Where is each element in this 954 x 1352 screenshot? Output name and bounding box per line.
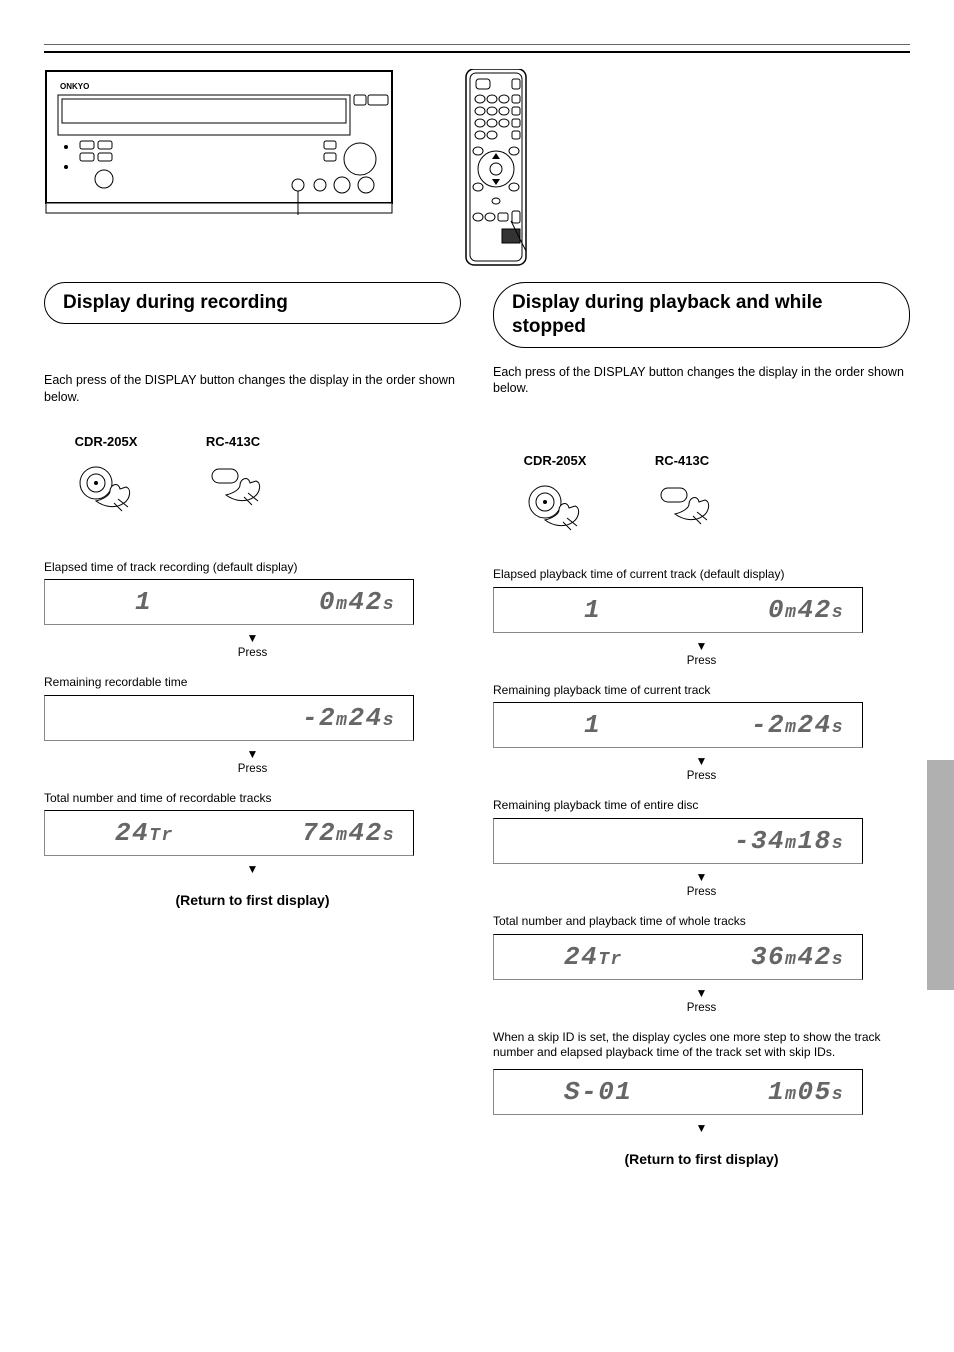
lcd-right-4-skip: S-01: [564, 1077, 632, 1107]
button-press-icon: [647, 478, 717, 538]
left-hands-row: CDR-205X RC-413C: [74, 434, 461, 524]
arrow-icon: ▼: [493, 754, 910, 768]
lcd-left-2-time: 72m42s: [302, 818, 395, 848]
arrow-icon: ▼: [493, 986, 910, 1000]
lcd-left-0-time: 0m42s: [319, 587, 395, 617]
press-label: Press: [44, 763, 461, 775]
arrow-icon: ▼: [44, 631, 461, 645]
button-press-icon: [198, 459, 268, 519]
lcd-right-3-tracks: 24Tr: [564, 942, 623, 972]
lcd-left-2: 24Tr 72m42s: [44, 810, 414, 856]
arrow-icon: ▼: [493, 870, 910, 884]
thick-rule: [44, 51, 910, 53]
right-disp-caption-1: Remaining playback time of current track: [493, 683, 910, 699]
lcd-left-2-tracks: 24Tr: [115, 818, 174, 848]
right-disp-caption-3: Total number and playback time of whole …: [493, 914, 910, 930]
right-disp-caption-0: Elapsed playback time of current track (…: [493, 567, 910, 583]
right-heading-pill: Display during playback and while stoppe…: [493, 282, 910, 348]
device-label: CDR-205X: [74, 434, 138, 449]
device-illustration-row: ONKYO: [44, 69, 910, 274]
right-hands-row: CDR-205X RC-413C: [523, 453, 910, 543]
lcd-right-1-time: -2m24s: [751, 710, 844, 740]
lcd-left-1: -2m24s: [44, 695, 414, 741]
left-return-note: (Return to first display): [44, 892, 461, 908]
lcd-right-0-time: 0m42s: [768, 595, 844, 625]
remote-label: RC-413C: [647, 453, 717, 468]
right-disp-caption-2: Remaining playback time of entire disc: [493, 798, 910, 814]
remote-label: RC-413C: [198, 434, 268, 449]
left-paragraph: Each press of the DISPLAY button changes…: [44, 372, 461, 406]
device-label: CDR-205X: [523, 453, 587, 468]
arrow-icon: ▼: [44, 747, 461, 761]
arrow-icon: ▼: [44, 862, 461, 876]
lcd-right-0-track: 1: [584, 595, 601, 625]
jog-dial-press-icon: [74, 459, 138, 519]
press-label: Press: [493, 655, 910, 667]
lcd-right-2: -34m18s: [493, 818, 863, 864]
press-label: Press: [44, 647, 461, 659]
left-disp-caption-2: Total number and time of recordable trac…: [44, 791, 461, 807]
lcd-right-3-time: 36m42s: [751, 942, 844, 972]
press-label: Press: [493, 770, 910, 782]
lcd-left-0-track: 1: [135, 587, 152, 617]
press-label: Press: [493, 886, 910, 898]
lcd-right-1-track: 1: [584, 710, 601, 740]
jog-dial-press-icon: [523, 478, 587, 538]
right-paragraph: Each press of the DISPLAY button changes…: [493, 364, 910, 398]
left-disp-caption-1: Remaining recordable time: [44, 675, 461, 691]
lcd-right-4: S-01 1m05s: [493, 1069, 863, 1115]
right-disp-caption-4: When a skip ID is set, the display cycle…: [493, 1030, 910, 1061]
lcd-right-2-time: -34m18s: [734, 826, 844, 856]
right-return-note: (Return to first display): [493, 1151, 910, 1167]
cd-recorder-illustration: ONKYO: [44, 69, 394, 215]
press-label: Press: [493, 1002, 910, 1014]
arrow-icon: ▼: [493, 639, 910, 653]
lcd-right-4-time: 1m05s: [768, 1077, 844, 1107]
side-tab: [927, 760, 954, 990]
arrow-icon: ▼: [493, 1121, 910, 1135]
lcd-left-1-time: -2m24s: [302, 703, 395, 733]
left-heading-pill: Display during recording: [44, 282, 461, 324]
left-disp-caption-0: Elapsed time of track recording (default…: [44, 560, 461, 576]
lcd-left-0: 1 0m42s: [44, 579, 414, 625]
left-column: Display during recording Each press of t…: [44, 282, 461, 1167]
thin-rule: [44, 44, 910, 45]
svg-text:ONKYO: ONKYO: [60, 82, 89, 91]
lcd-right-0: 1 0m42s: [493, 587, 863, 633]
remote-illustration: [454, 69, 540, 269]
lcd-right-3: 24Tr 36m42s: [493, 934, 863, 980]
right-column: Display during playback and while stoppe…: [493, 282, 910, 1167]
lcd-right-1: 1 -2m24s: [493, 702, 863, 748]
